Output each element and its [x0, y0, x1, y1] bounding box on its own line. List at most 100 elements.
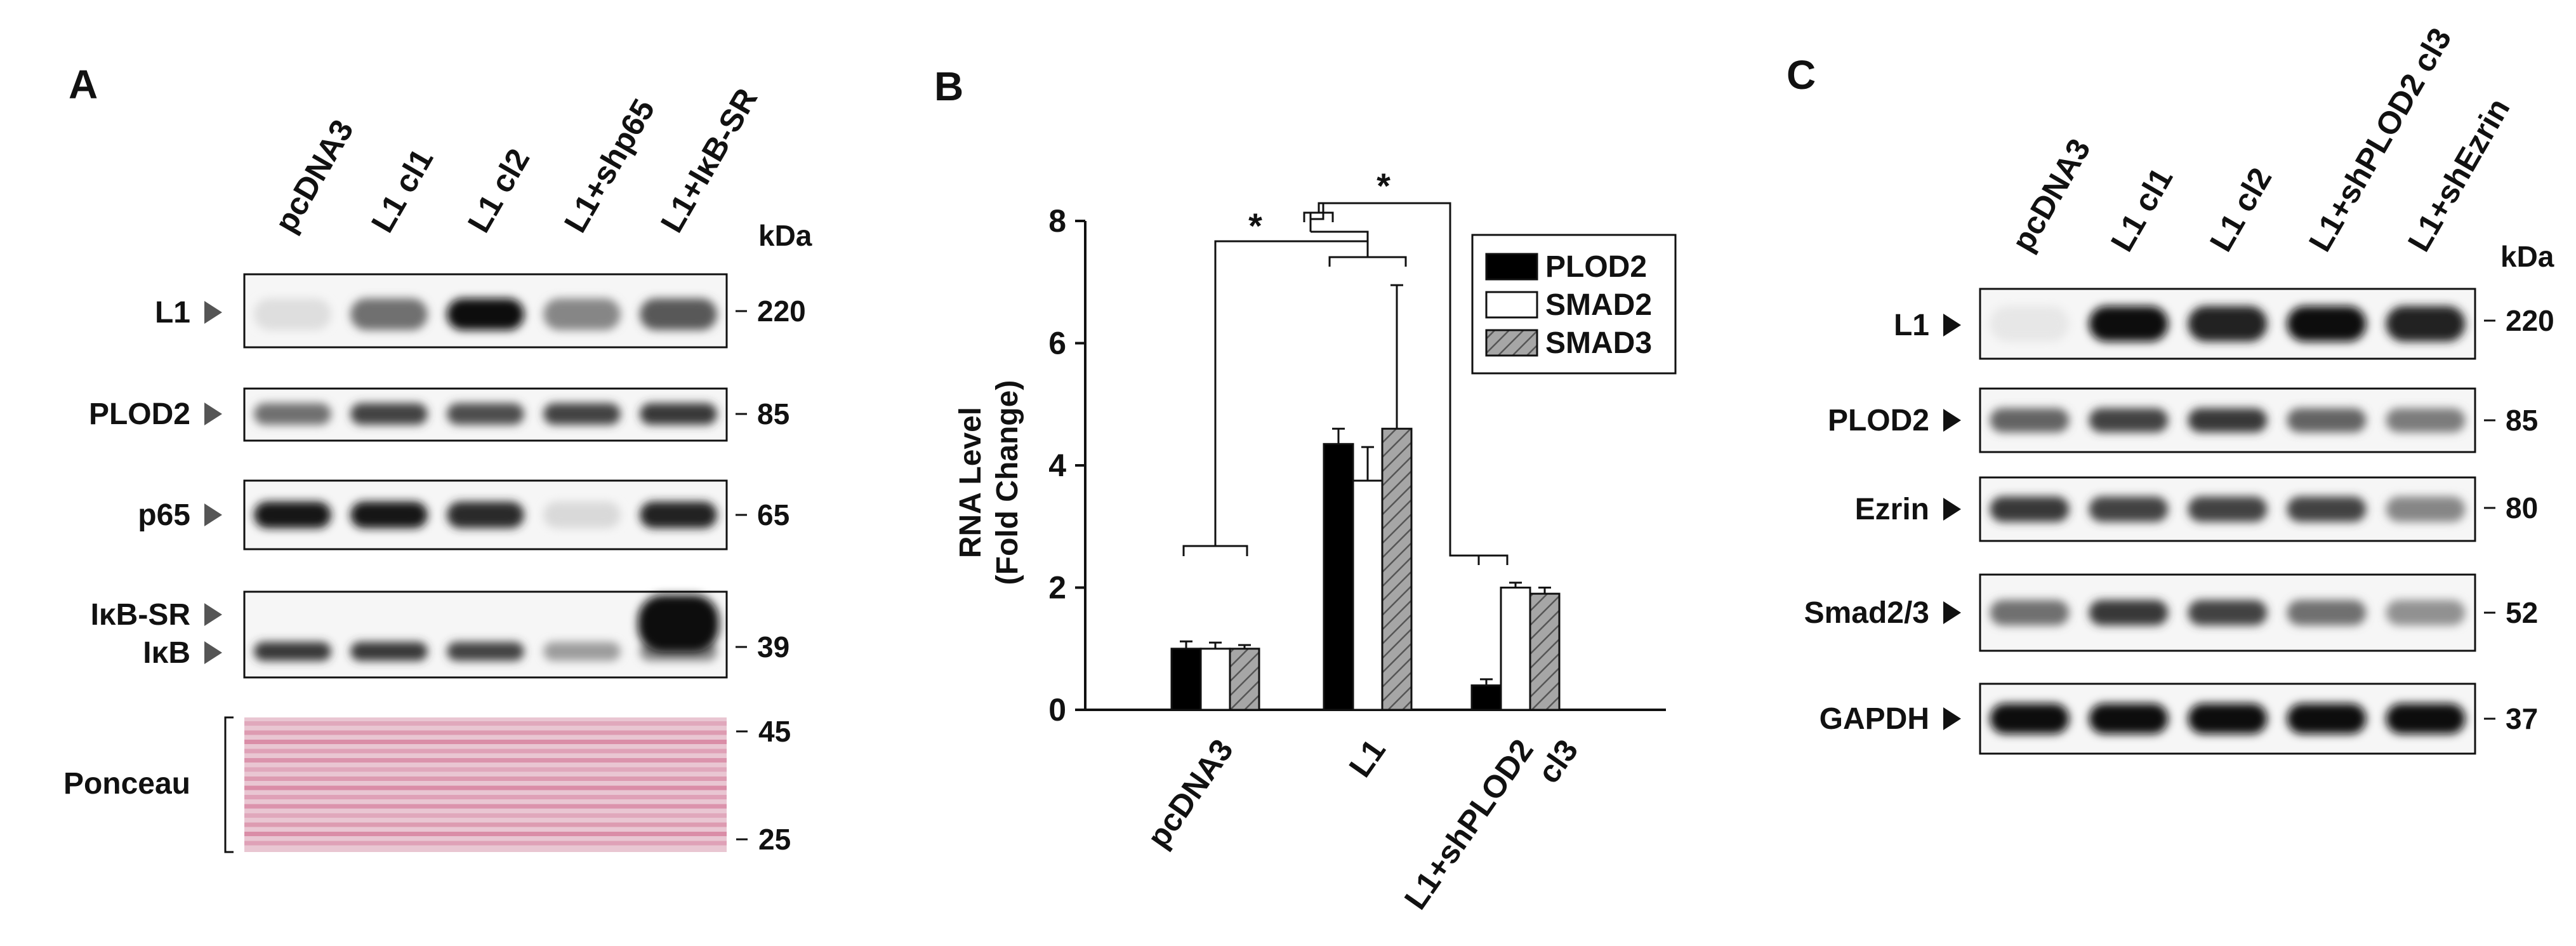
ponceau-band — [244, 721, 727, 726]
x-category-label-l1: L1 — [1342, 733, 1392, 783]
marker-label-80: 80 — [2506, 491, 2538, 524]
lane-label-pcdna3: pcDNA3 — [2005, 133, 2097, 257]
blot-label-plod2: PLOD2 — [89, 397, 190, 431]
blot-label-l1: L1 — [155, 296, 190, 330]
sig-bracket — [1311, 203, 1324, 220]
arrow-icon — [204, 641, 222, 664]
band-plod2-lane-2 — [350, 403, 428, 425]
ponceau-stain — [244, 717, 727, 852]
band-p65-lane-5 — [640, 502, 717, 528]
ponceau-band — [244, 822, 727, 827]
band-smad2-3-lane-5 — [2386, 600, 2466, 625]
arrow-icon — [204, 403, 222, 425]
band-i-b-sr-lane-5 — [638, 595, 719, 652]
lane-label-l1-cl1: L1 cl1 — [2104, 162, 2179, 258]
band-smad2-3-lane-2 — [2089, 600, 2169, 625]
arrow-icon — [1943, 498, 1961, 521]
arrow-icon — [1943, 314, 1961, 336]
y-tick-label: 4 — [1048, 448, 1066, 483]
band-smad2-3-lane-1 — [1990, 600, 2070, 625]
blot-label-l1: L1 — [1894, 309, 1929, 342]
band-plod2-lane-5 — [640, 403, 717, 425]
band-l1-lane-1 — [1990, 306, 2070, 342]
band-p65-lane-3 — [447, 502, 524, 528]
y-axis-label: RNA Level (Fold Change) — [954, 380, 1024, 585]
panel-letter-c: C — [1787, 52, 1816, 98]
arrow-icon — [1943, 707, 1961, 730]
bar-plod2-l1 — [1323, 443, 1354, 711]
ponceau-band — [244, 795, 727, 799]
band-l1-lane-1 — [254, 298, 331, 330]
y-tick-label: 8 — [1048, 203, 1066, 239]
panel-letter-a: A — [69, 62, 98, 107]
ponceau-band — [244, 776, 727, 781]
bar-plod2-l1-shplod2-cl3 — [1470, 684, 1502, 711]
legend-label-plod2: PLOD2 — [1545, 250, 1647, 284]
x-category-label-line: cl3 — [1531, 733, 1585, 790]
band-p65-lane-2 — [350, 502, 428, 528]
legend-label-smad3: SMAD3 — [1545, 326, 1652, 360]
band-l1-lane-3 — [447, 298, 524, 330]
legend-label-smad2: SMAD2 — [1545, 288, 1652, 322]
band-plod2-lane-3 — [2188, 408, 2268, 432]
band-p65-lane-1 — [254, 502, 331, 528]
marker-label-85: 85 — [2506, 404, 2538, 437]
ponceau-band — [244, 730, 727, 735]
lane-label-pcdna3: pcDNA3 — [268, 114, 360, 238]
y-tick-label: 0 — [1048, 692, 1066, 728]
marker-label-65: 65 — [757, 498, 789, 531]
band-l1-lane-5 — [640, 298, 717, 330]
band-l1-lane-5 — [2386, 306, 2466, 342]
lane-label-l1-i-b-sr: L1+IκB-SR — [654, 83, 764, 239]
significance-star: * — [1248, 206, 1262, 246]
band-l1-lane-4 — [543, 298, 621, 330]
band-i-b-sr-lane-1 — [254, 642, 331, 661]
ponceau-band — [244, 804, 727, 809]
sig-bracket — [1309, 211, 1323, 232]
band-ezrin-lane-5 — [2386, 496, 2466, 522]
blot-label-smad2-3: Smad2/3 — [1804, 596, 1929, 630]
marker-label-52: 52 — [2506, 596, 2538, 629]
bar-smad3-l1-shplod2-cl3 — [1529, 592, 1561, 711]
y-axis-label-line: RNA Level — [954, 407, 987, 558]
sig-bracket — [1214, 240, 1369, 546]
lane-label-l1-shezrin: L1+shEzrin — [2401, 92, 2517, 257]
sig-group-bracket — [1328, 256, 1407, 267]
band-gapdh-lane-4 — [2287, 703, 2367, 734]
blot-label-i-b-sr: IκB-SR — [91, 598, 190, 632]
blot-label-i-b: IκB — [143, 636, 190, 670]
x-category-label-line: L1 — [1342, 733, 1392, 783]
ponceau-band — [244, 749, 727, 754]
marker-label-25: 25 — [758, 823, 791, 856]
sig-group-bracket — [1477, 554, 1509, 565]
band-l1-lane-2 — [350, 298, 428, 330]
ponceau-band — [244, 832, 727, 836]
band-i-b-sr-lane-3 — [447, 642, 524, 661]
bar-smad2-l1 — [1352, 479, 1384, 711]
x-category-label-l1-shplod2-cl3: L1+shPLOD2cl3 — [1397, 712, 1585, 936]
band-ezrin-lane-2 — [2089, 496, 2169, 522]
band-plod2-lane-1 — [1990, 408, 2070, 432]
ponceau-band — [244, 841, 727, 846]
kda-label: kDa — [758, 219, 812, 252]
lane-label-l1-cl2: L1 cl2 — [461, 143, 536, 239]
kda-label: kDa — [2500, 240, 2554, 273]
band-i-b-sr-lane-2 — [350, 642, 428, 661]
bar-plod2-pcdna3 — [1170, 648, 1202, 711]
band-l1-lane-4 — [2287, 306, 2367, 342]
sig-group-bracket — [1182, 545, 1248, 556]
band-ezrin-lane-4 — [2287, 496, 2367, 522]
arrow-icon — [1943, 601, 1961, 624]
arrow-icon — [204, 301, 222, 324]
marker-label-39: 39 — [757, 630, 789, 663]
band-l1-lane-2 — [2089, 306, 2169, 342]
band-ezrin-lane-1 — [1990, 496, 2070, 522]
blot-label-ezrin: Ezrin — [1855, 493, 1929, 526]
sig-bracket — [1318, 202, 1493, 557]
ponceau-band — [244, 785, 727, 790]
ponceau-band — [244, 758, 727, 763]
legend-swatch-smad3 — [1485, 329, 1538, 357]
